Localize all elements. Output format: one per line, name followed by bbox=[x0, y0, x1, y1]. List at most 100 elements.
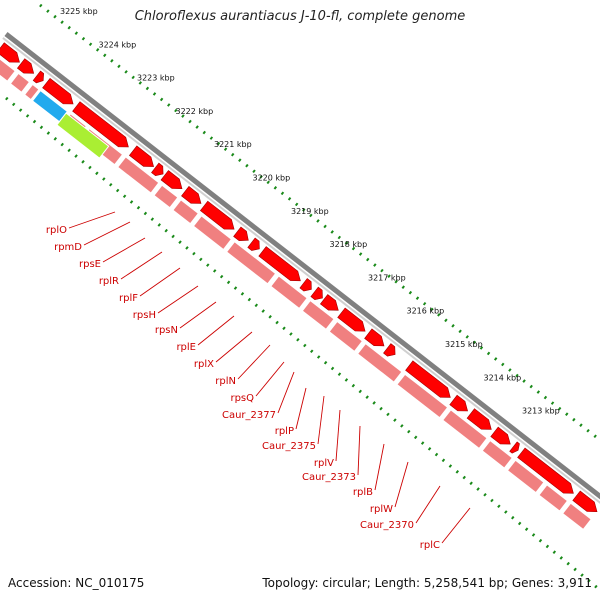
cds-arrow bbox=[199, 200, 235, 230]
cds-arrow bbox=[364, 328, 385, 347]
cds-arrow bbox=[181, 185, 202, 204]
cds-arrow bbox=[42, 77, 74, 105]
topology-label: Topology: circular; Length: 5,258,541 bp… bbox=[262, 576, 592, 590]
gene-label: rpsE bbox=[79, 259, 101, 270]
cds-arrow bbox=[299, 278, 312, 292]
gene-label: rpmD bbox=[54, 242, 82, 253]
gene-leader-line bbox=[415, 485, 441, 524]
scale-dotted-line bbox=[39, 3, 600, 442]
cds-arrow bbox=[32, 70, 45, 84]
gene-bar bbox=[538, 484, 569, 512]
gene-leader-line bbox=[277, 371, 295, 414]
gene-leader-line bbox=[215, 331, 253, 363]
scale-label: 3213 kbp bbox=[522, 407, 560, 416]
cds-arrow bbox=[449, 394, 468, 412]
gene-bar bbox=[192, 215, 233, 251]
cds-arrow bbox=[258, 246, 301, 282]
gene-bar bbox=[481, 439, 514, 469]
backbone-track bbox=[2, 32, 600, 504]
gene-bar bbox=[506, 459, 545, 494]
gene-label: Caur_2373 bbox=[302, 472, 356, 483]
gene-leader-line bbox=[394, 461, 409, 508]
gene-bar bbox=[225, 240, 277, 285]
inner-dotted-line bbox=[5, 96, 600, 592]
gene-label: rplV bbox=[314, 458, 334, 469]
cds-arrow bbox=[572, 490, 598, 513]
gene-label: rpsH bbox=[133, 310, 156, 321]
cds-arrow bbox=[128, 145, 154, 167]
gene-bar bbox=[116, 156, 160, 194]
cds-arrow bbox=[319, 294, 339, 311]
gene-leader-line bbox=[441, 507, 471, 544]
highlight-green-bar bbox=[56, 112, 110, 159]
scale-label: 3220 kbp bbox=[253, 174, 291, 183]
scale-dotted-line bbox=[5, 3, 600, 592]
gene-leader-line bbox=[120, 251, 163, 280]
cds-arrow bbox=[0, 42, 20, 63]
cds-arrow bbox=[466, 408, 492, 430]
gene-bar bbox=[396, 373, 449, 419]
gene-bar bbox=[172, 199, 200, 225]
gene-label: rplN bbox=[215, 376, 236, 387]
cds-arrow bbox=[517, 447, 574, 494]
gene-bar bbox=[0, 58, 16, 82]
cds-arrow bbox=[160, 170, 183, 190]
backbone-shadow bbox=[2, 37, 600, 504]
gene-leader-line bbox=[335, 409, 341, 462]
cds-arrow bbox=[16, 58, 35, 74]
gene-bar bbox=[561, 502, 592, 531]
gene-label: rplX bbox=[194, 359, 214, 370]
gene-bar bbox=[356, 342, 403, 383]
gene-leader-line bbox=[237, 344, 271, 380]
scale-label: 3222 kbp bbox=[176, 107, 214, 116]
gene-label: rplF bbox=[119, 293, 138, 304]
gene-label: rplB bbox=[353, 487, 373, 498]
gene-label: Caur_2375 bbox=[262, 441, 316, 452]
scale-label: 3214 kbp bbox=[484, 373, 522, 382]
scale-label: 3221 kbp bbox=[214, 140, 252, 149]
scale-label: 3215 kbp bbox=[445, 340, 483, 349]
accession-label: Accession: NC_010175 bbox=[8, 576, 145, 590]
gene-leader-line bbox=[317, 395, 325, 445]
gene-leader-line bbox=[102, 237, 146, 263]
gene-label: rplE bbox=[176, 342, 196, 353]
gene-label: rplW bbox=[370, 504, 393, 515]
scale-label: 3223 kbp bbox=[137, 74, 175, 83]
map-title: Chloroflexus aurantiacus J-10-fl, comple… bbox=[134, 9, 466, 24]
cds-arrow bbox=[247, 237, 260, 251]
gene-bar bbox=[9, 72, 31, 94]
scale-label: 3219 kbp bbox=[291, 207, 329, 216]
gene-label: Caur_2370 bbox=[360, 520, 414, 531]
gene-leader-line bbox=[197, 315, 235, 346]
cds-arrow bbox=[405, 360, 451, 398]
cds-arrow bbox=[490, 426, 511, 445]
cds-arrow bbox=[337, 307, 366, 332]
gene-label: rplP bbox=[275, 426, 294, 437]
feature-track bbox=[0, 42, 598, 531]
gene-leader-line bbox=[374, 443, 385, 491]
cds-arrow bbox=[509, 441, 520, 454]
scale-labels: 3225 kbp 3224 kbp 3223 kbp 3222 kbp 3221 kbp… bbox=[60, 7, 560, 416]
gene-leader-line bbox=[255, 361, 285, 397]
scale-label: 3217 kbp bbox=[368, 273, 406, 282]
gene-leader-line bbox=[357, 425, 361, 476]
gene-leader-line bbox=[83, 221, 131, 246]
cds-arrow bbox=[233, 226, 249, 242]
gene-bar bbox=[328, 320, 364, 353]
gene-label: rpsN bbox=[155, 325, 178, 336]
gene-leader-line bbox=[68, 211, 116, 229]
gene-bar bbox=[23, 83, 40, 101]
backbone-line bbox=[4, 32, 600, 500]
gene-leader-line bbox=[139, 267, 181, 297]
scale-label: 3224 kbp bbox=[99, 40, 137, 49]
gene-bar bbox=[301, 299, 335, 331]
cds-arrow bbox=[310, 286, 323, 301]
gene-leader-line bbox=[295, 387, 307, 430]
gene-label: rplC bbox=[420, 540, 440, 551]
gene-leader-line bbox=[179, 301, 217, 329]
cds-arrow bbox=[72, 101, 129, 148]
gene-bar bbox=[270, 275, 308, 310]
scale-label: 3225 kbp bbox=[60, 7, 98, 16]
